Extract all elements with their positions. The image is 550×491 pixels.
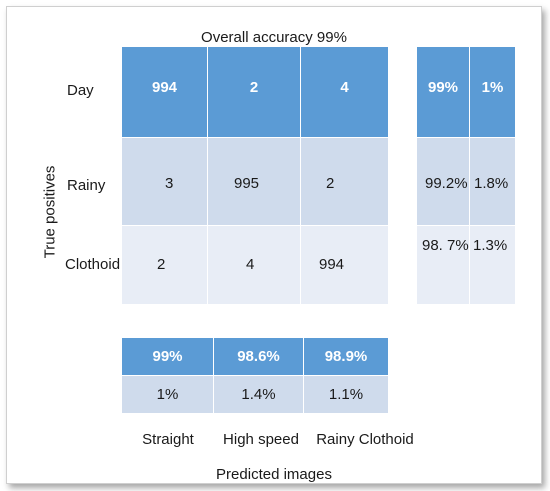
row-summary-value: 1.3% [473,237,508,254]
row-summary-cell: 99% [417,47,470,138]
row-summary-cell: 1.3% [470,226,516,305]
column-summary-value: 1% [156,386,179,403]
column-label: Rainy Clothoid [316,431,414,448]
column-summary-cell: 99% [122,338,214,376]
matrix-value: 2 [157,256,166,273]
column-summary-value: 98.9% [324,348,368,365]
confusion-matrix-figure: Overall accuracy 99% True positives Pred… [6,6,542,484]
matrix-cell: 3 [122,138,208,226]
column-summary-value: 1.1% [328,386,364,403]
column-summary-cell: 98.6% [214,338,304,376]
row-summary-value: 98. 7% [422,237,469,254]
row-summary-value: 1% [481,79,504,96]
matrix-value: 995 [234,175,260,192]
column-summary-value: 99% [152,348,183,365]
matrix-cell: 4 [208,226,301,305]
matrix-cell: 994 [122,47,208,138]
matrix-cell: 995 [208,138,301,226]
row-summary-cell: 99.2% [417,138,470,226]
matrix-value: 2 [326,175,335,192]
matrix-cell: 2 [301,138,389,226]
matrix-cell: 4 [301,47,389,138]
matrix-value: 4 [246,256,255,273]
x-axis-label: Predicted images [216,466,332,483]
matrix-value: 2 [249,79,259,96]
matrix-value: 994 [151,79,178,96]
column-summary-value: 98.6% [237,348,280,365]
row-summary-value: 99.2% [425,175,468,192]
row-summary-cell: 98. 7% [417,226,470,305]
row-summary-cell: 1.8% [470,138,516,226]
row-label: Day [67,82,94,99]
chart-title: Overall accuracy 99% [201,29,347,46]
matrix-value: 4 [340,79,349,96]
matrix-cell: 2 [208,47,301,138]
column-summary-cell: 1.1% [304,376,389,414]
row-summary-cell: 1% [470,47,516,138]
column-label: Straight [142,431,194,448]
column-summary-cell: 1.4% [214,376,304,414]
matrix-cell: 994 [301,226,389,305]
row-summary-value: 99% [427,79,459,96]
matrix-value: 3 [165,175,174,192]
row-label: Clothoid [65,256,121,273]
row-summary-value: 1.8% [474,175,509,192]
column-summary-cell: 1% [122,376,214,414]
matrix-value: 994 [319,256,345,273]
column-label: High speed [223,431,299,448]
column-summary-cell: 98.9% [304,338,389,376]
y-axis-label: True positives [41,165,59,259]
matrix-cell: 2 [122,226,208,305]
column-summary-value: 1.4% [241,386,276,403]
row-label: Rainy [67,177,106,194]
